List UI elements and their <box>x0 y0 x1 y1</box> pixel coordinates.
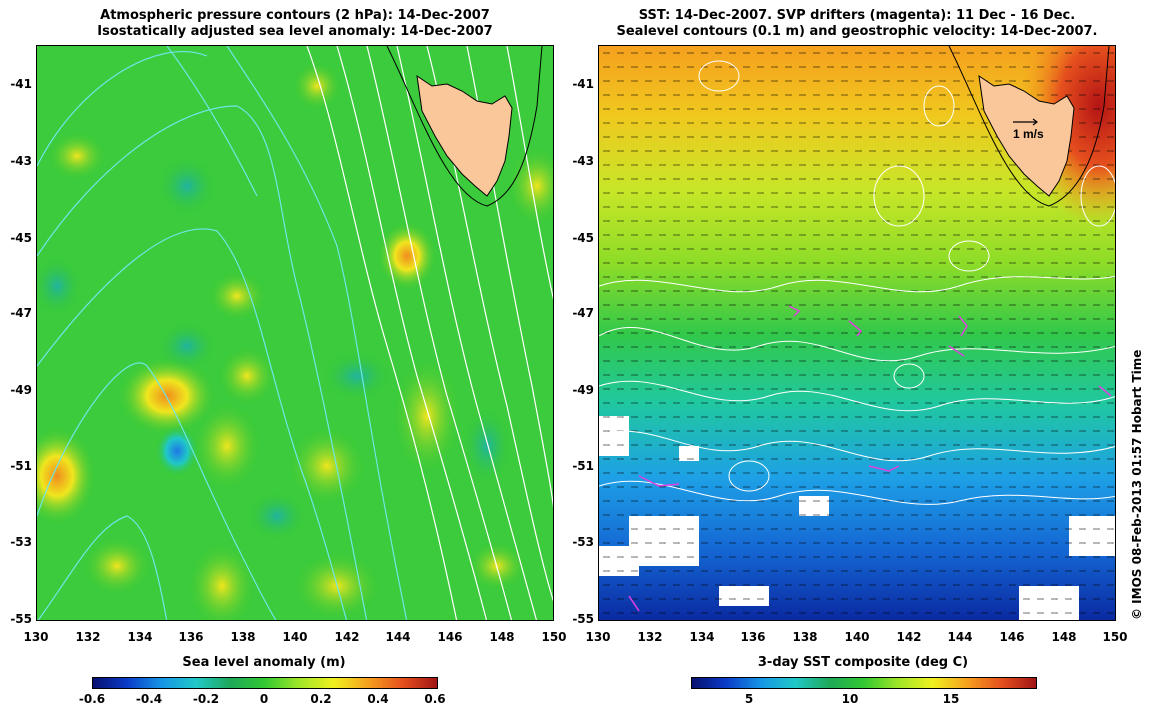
colorbar-tick: 10 <box>841 692 859 706</box>
velocity-scale-label: 1 m/s <box>1013 127 1044 141</box>
right-panel-title: SST: 14-Dec-2007. SVP drifters (magenta)… <box>598 8 1116 40</box>
right-colorbar-title: 3-day SST composite (deg C) <box>757 655 969 670</box>
tasmania-land-sst <box>948 46 1110 207</box>
lat-tick: -45 <box>572 231 594 245</box>
sla-map-svg <box>37 46 553 620</box>
tasmania-land <box>386 46 543 207</box>
lat-tick: -43 <box>572 154 594 168</box>
lat-tick: -51 <box>572 459 594 473</box>
pressure-contours-white <box>306 46 553 620</box>
lon-tick: 134 <box>127 630 153 644</box>
left-title-line2: Isostatically adjusted sea level anomaly… <box>97 24 493 39</box>
lon-tick: 136 <box>178 630 204 644</box>
lat-tick: -41 <box>10 77 32 91</box>
pressure-contours <box>37 46 408 620</box>
lon-tick: 138 <box>792 630 818 644</box>
lon-tick: 150 <box>541 630 567 644</box>
lon-tick: 142 <box>896 630 922 644</box>
colorbar-tick: 0 <box>259 692 269 706</box>
lat-tick: -47 <box>572 306 594 320</box>
left-colorbar-title: Sea level anomaly (m) <box>182 655 346 670</box>
lat-tick: -51 <box>10 459 32 473</box>
lon-tick: 146 <box>437 630 463 644</box>
lon-tick: 148 <box>1051 630 1077 644</box>
lon-tick: 140 <box>282 630 308 644</box>
colorbar-tick: -0.2 <box>192 692 220 706</box>
lon-tick: 138 <box>230 630 256 644</box>
sst-map-svg: 1 m/s <box>599 46 1115 620</box>
colorbar-tick: 0.4 <box>367 692 389 706</box>
colorbar-tick: 0.6 <box>424 692 446 706</box>
right-title-line2: Sealevel contours (0.1 m) and geostrophi… <box>616 24 1098 39</box>
lon-tick: 142 <box>334 630 360 644</box>
lon-tick: 132 <box>75 630 101 644</box>
sla-blobs <box>37 61 553 620</box>
lon-tick: 144 <box>385 630 411 644</box>
lon-tick: 132 <box>637 630 663 644</box>
velocity-scale: 1 m/s <box>1013 118 1044 141</box>
colorbar-tick: 5 <box>744 692 754 706</box>
lat-tick: -41 <box>572 77 594 91</box>
colorbar-tick: 0.2 <box>310 692 332 706</box>
left-title-line1: Atmospheric pressure contours (2 hPa): 1… <box>100 8 490 23</box>
lon-tick: 134 <box>689 630 715 644</box>
lat-tick: -55 <box>572 612 594 626</box>
svp-drifter-tracks <box>628 305 1112 612</box>
lon-tick: 136 <box>740 630 766 644</box>
lat-tick: -49 <box>10 383 32 397</box>
sst-map: 1 m/s <box>598 45 1116 621</box>
sst-colorbar <box>691 677 1037 689</box>
sealevel-contours <box>599 60 1115 505</box>
lon-tick: 146 <box>999 630 1025 644</box>
lat-tick: -49 <box>572 383 594 397</box>
imos-credit: © IMOS 08-Feb-2013 01:57 Hobart Time <box>1130 349 1144 620</box>
lat-tick: -45 <box>10 231 32 245</box>
right-title-line1: SST: 14-Dec-2007. SVP drifters (magenta)… <box>638 8 1076 23</box>
lat-tick: -55 <box>10 612 32 626</box>
lon-tick: 130 <box>585 630 611 644</box>
lon-tick: 148 <box>489 630 515 644</box>
lon-tick: 150 <box>1102 630 1128 644</box>
lon-tick: 140 <box>844 630 870 644</box>
lat-tick: -53 <box>10 535 32 549</box>
lon-tick: 130 <box>23 630 49 644</box>
lat-tick: -53 <box>572 535 594 549</box>
colorbar-tick: -0.6 <box>78 692 106 706</box>
lat-tick: -43 <box>10 154 32 168</box>
sea-level-colorbar <box>92 677 438 689</box>
colorbar-tick: 15 <box>942 692 960 706</box>
colorbar-tick: -0.4 <box>135 692 163 706</box>
sea-level-anomaly-map <box>36 45 554 621</box>
lat-tick: -47 <box>10 306 32 320</box>
lon-tick: 144 <box>947 630 973 644</box>
left-panel-title: Atmospheric pressure contours (2 hPa): 1… <box>36 8 554 40</box>
